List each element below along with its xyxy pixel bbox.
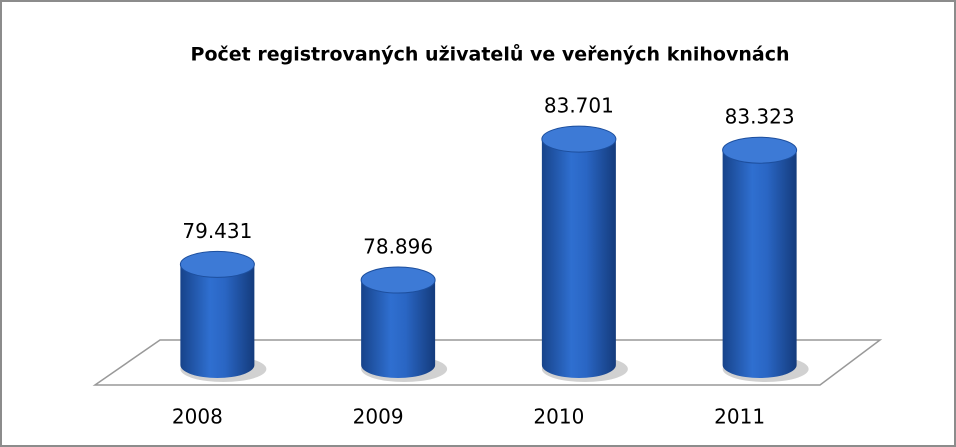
value-label: 83.323: [725, 105, 795, 129]
bar: [361, 280, 436, 378]
bar-top: [541, 125, 617, 153]
value-label: 78.896: [363, 235, 433, 259]
value-label: 83.701: [544, 94, 614, 118]
floor: [92, 339, 883, 386]
x-tick-label: 2010: [533, 405, 584, 429]
bar-top: [360, 266, 436, 294]
bar: [722, 150, 797, 378]
bar-top: [722, 136, 798, 164]
x-tick-label: 2011: [714, 405, 765, 429]
chart-title: Počet registrovaných uživatelů ve veřený…: [191, 43, 790, 66]
x-tick-label: 2009: [353, 405, 404, 429]
bar: [541, 139, 616, 378]
bar: [180, 264, 255, 378]
bar-top: [179, 250, 255, 278]
value-label: 79.431: [182, 219, 252, 243]
x-tick-label: 2008: [172, 405, 223, 429]
